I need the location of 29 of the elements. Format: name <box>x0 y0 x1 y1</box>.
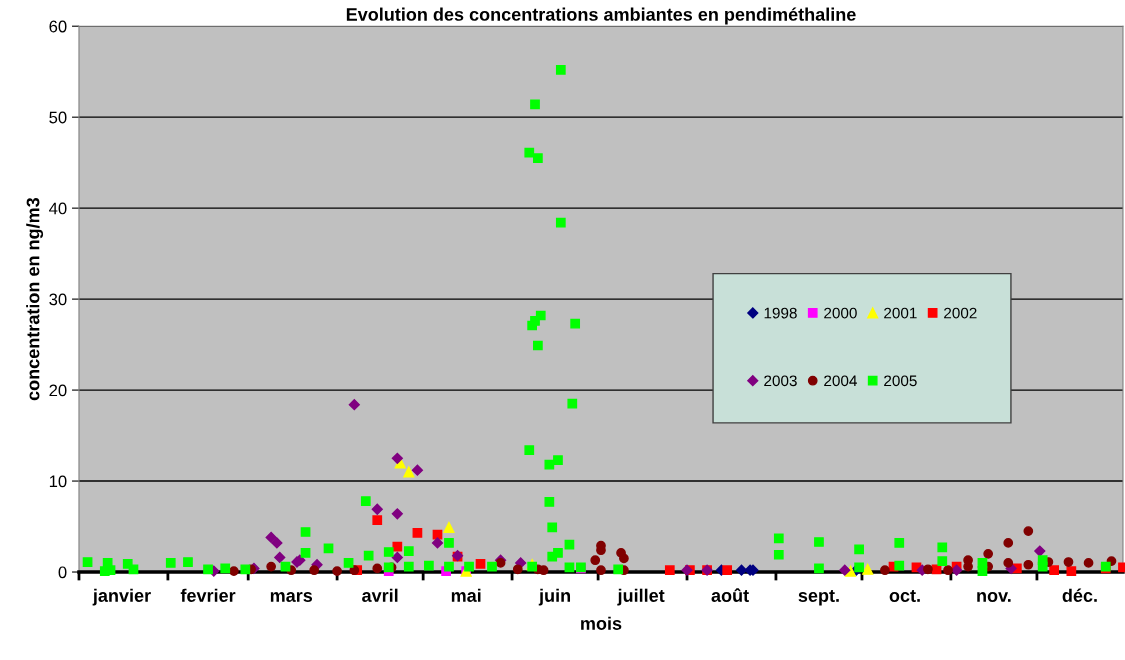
legend-label: 2005 <box>884 375 917 387</box>
x-tick-label: sept. <box>798 589 839 606</box>
chart-title: Evolution des concentrations ambiantes en pendiméthaline <box>346 7 856 25</box>
x-tick-label: juillet <box>617 588 665 606</box>
legend-label: 2001 <box>884 307 917 319</box>
legend-label: 1998 <box>764 307 797 319</box>
x-tick-label: mai <box>451 588 481 602</box>
y-tick-label: 60 <box>49 20 67 33</box>
x-tick-label: nov. <box>977 592 1011 602</box>
legend-label: 2002 <box>944 307 977 319</box>
x-tick-label: mars <box>270 592 313 602</box>
y-tick-label: 10 <box>49 475 67 488</box>
y-tick-label: 0 <box>58 566 67 579</box>
y-tick-label: 40 <box>49 202 67 215</box>
x-tick-label: avril <box>362 588 398 602</box>
y-tick-label: 50 <box>49 111 67 124</box>
x-tick-label: août <box>711 588 749 602</box>
legend-label: 2000 <box>824 307 857 319</box>
y-axis-title: concentration en ng/m3 <box>26 197 44 401</box>
legend-label: 2004 <box>824 375 857 387</box>
x-tick-label: juin <box>538 588 571 606</box>
x-tick-label: janvier <box>92 588 151 606</box>
x-axis-title: mois <box>581 616 622 630</box>
y-tick-label: 30 <box>49 293 67 306</box>
y-tick-label: 20 <box>49 384 67 397</box>
legend-label: 2003 <box>764 375 797 387</box>
x-tick-label: déc. <box>1062 588 1097 602</box>
x-tick-label: fevrier <box>180 588 236 602</box>
x-tick-label: oct. <box>889 589 920 602</box>
